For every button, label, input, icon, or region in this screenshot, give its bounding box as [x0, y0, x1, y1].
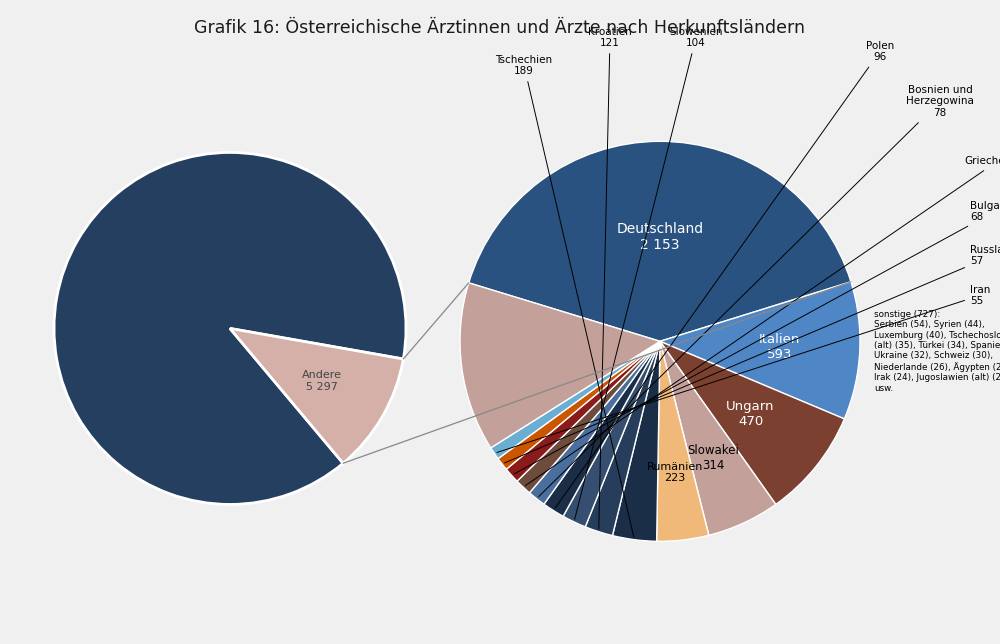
Text: Polen
96: Polen 96	[555, 41, 894, 508]
Wedge shape	[469, 141, 851, 341]
Text: Bosnien und
Herzegowina
78: Bosnien und Herzegowina 78	[539, 85, 974, 497]
Wedge shape	[657, 341, 709, 542]
Wedge shape	[498, 341, 660, 469]
Text: Bulgarien
68: Bulgarien 68	[514, 200, 1000, 474]
Wedge shape	[563, 341, 660, 527]
Wedge shape	[660, 341, 776, 535]
Text: Tschechien
189: Tschechien 189	[495, 55, 634, 537]
Wedge shape	[660, 341, 844, 504]
Text: Slowakei
314: Slowakei 314	[688, 444, 740, 471]
Wedge shape	[230, 328, 403, 463]
Wedge shape	[544, 341, 660, 516]
Wedge shape	[529, 341, 660, 504]
Wedge shape	[517, 341, 660, 493]
Text: Grafik 16: Österreichische Ärztinnen und Ärzte nach Herkunftsländern: Grafik 16: Österreichische Ärztinnen und…	[194, 19, 806, 37]
Text: Slowenien
104: Slowenien 104	[575, 26, 723, 519]
Text: Andere
5 297: Andere 5 297	[301, 370, 341, 392]
Wedge shape	[612, 341, 660, 542]
Text: Iran
55: Iran 55	[497, 285, 990, 453]
Wedge shape	[660, 282, 860, 419]
Text: sonstige (727):
Serbien (54), Syrien (44),
Luxemburg (40), Tschechoslowakei
(alt: sonstige (727): Serbien (54), Syrien (44…	[874, 310, 1000, 393]
Wedge shape	[491, 341, 660, 459]
Text: Kroatien
121: Kroatien 121	[588, 26, 632, 529]
Wedge shape	[54, 153, 406, 504]
Text: Rumänien
223: Rumänien 223	[647, 462, 703, 483]
Text: Ungarn
470: Ungarn 470	[726, 400, 775, 428]
Wedge shape	[460, 283, 660, 448]
Wedge shape	[585, 341, 660, 536]
Text: Griechenla...: Griechenla...	[525, 156, 1000, 486]
Text: Italien
593: Italien 593	[759, 333, 801, 361]
Text: Deutschland
2 153: Deutschland 2 153	[616, 222, 703, 252]
Text: Russland
57: Russland 57	[505, 245, 1000, 463]
Wedge shape	[506, 341, 660, 481]
